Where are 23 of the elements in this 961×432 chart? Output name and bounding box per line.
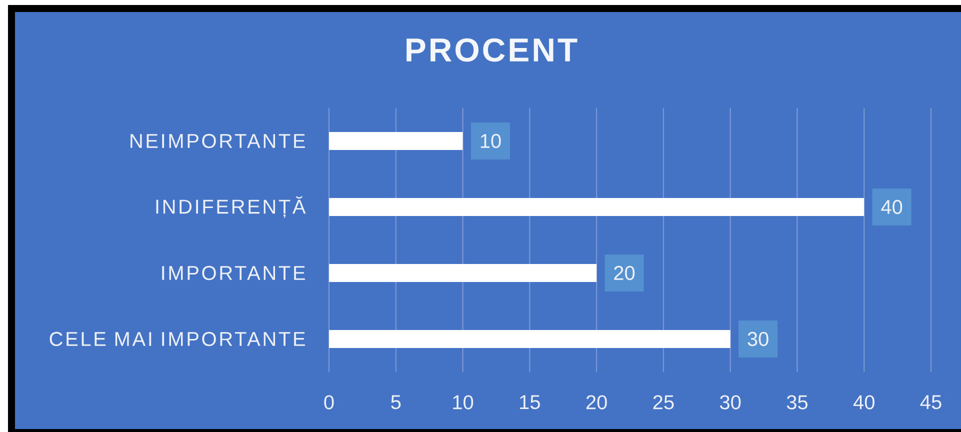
- bar: [329, 264, 597, 282]
- y-tick-label: IMPORTANTE: [162, 266, 305, 280]
- x-tick-label: 20: [586, 395, 607, 410]
- data-label: 20: [614, 266, 635, 280]
- x-tick-label: 15: [520, 395, 540, 410]
- x-tick-label: 0: [324, 395, 334, 410]
- x-tick-label: 40: [853, 395, 874, 410]
- x-tick-label: 25: [653, 395, 674, 410]
- x-tick-label: 30: [720, 395, 741, 410]
- data-label: 40: [881, 200, 902, 214]
- data-label: 30: [748, 332, 768, 346]
- y-tick-label: NEIMPORTANTE: [130, 134, 305, 148]
- chart-title: PROCENT: [406, 38, 578, 62]
- y-tick-label: CELE MAI IMPORTANTE: [50, 332, 305, 346]
- data-label: 10: [480, 134, 501, 148]
- x-tick-label: 35: [786, 395, 808, 410]
- bar: [329, 198, 864, 216]
- x-tick-label: 5: [391, 395, 401, 410]
- bar: [329, 132, 463, 150]
- x-tick-label: 45: [920, 395, 942, 410]
- y-tick-label: INDIFERENȚĂ: [156, 196, 306, 218]
- bar: [329, 330, 730, 348]
- x-tick-label: 10: [453, 395, 474, 410]
